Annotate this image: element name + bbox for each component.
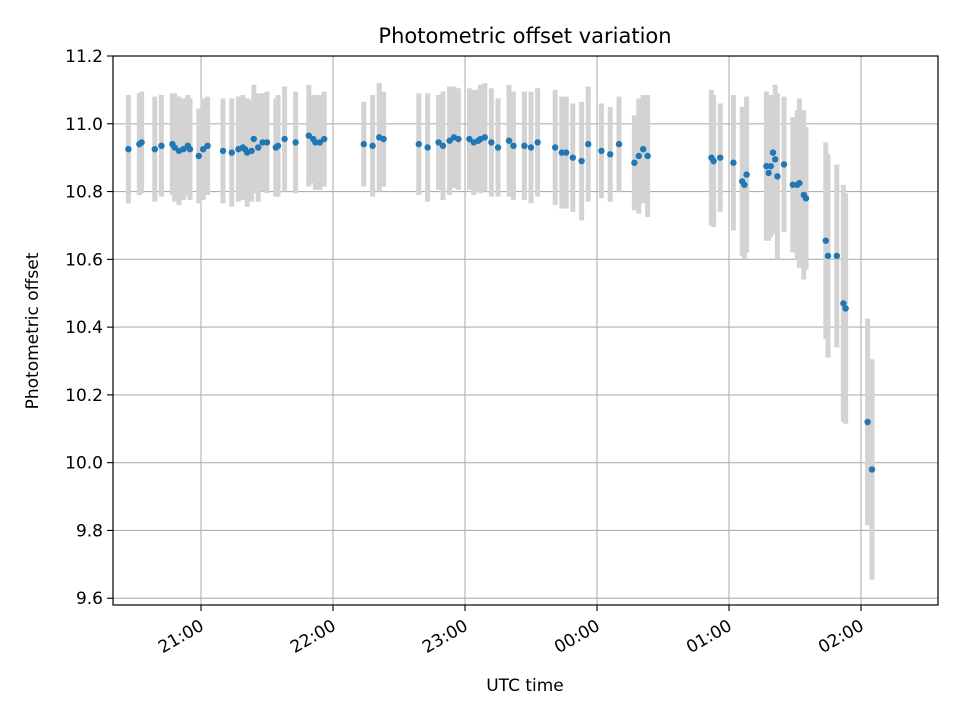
data-point bbox=[204, 142, 211, 150]
data-point bbox=[864, 418, 871, 426]
data-point bbox=[259, 139, 266, 146]
data-point bbox=[466, 135, 473, 143]
data-point bbox=[730, 159, 737, 166]
data-point bbox=[765, 169, 772, 177]
data-point bbox=[415, 140, 422, 148]
data-point bbox=[615, 140, 623, 148]
data-point bbox=[446, 137, 453, 144]
data-point bbox=[481, 134, 488, 141]
y-tick-label: 10.8 bbox=[65, 183, 103, 203]
data-points bbox=[125, 132, 876, 473]
data-point bbox=[598, 147, 605, 155]
data-point bbox=[789, 181, 796, 188]
data-point bbox=[380, 135, 387, 143]
y-tick-label: 11.0 bbox=[65, 115, 103, 135]
data-point bbox=[369, 142, 376, 150]
data-point bbox=[527, 144, 535, 151]
data-point bbox=[219, 147, 227, 155]
data-point bbox=[305, 132, 312, 139]
data-point bbox=[710, 157, 717, 165]
data-point bbox=[439, 142, 447, 150]
data-point bbox=[488, 139, 495, 146]
data-point bbox=[510, 142, 517, 150]
data-point bbox=[644, 152, 651, 160]
data-point bbox=[717, 154, 724, 161]
data-point bbox=[552, 144, 559, 151]
data-point bbox=[631, 159, 638, 166]
plot-frame bbox=[112, 55, 939, 606]
data-point bbox=[228, 149, 235, 156]
data-point bbox=[842, 305, 849, 312]
data-point bbox=[158, 142, 165, 150]
y-tick-label: 9.8 bbox=[76, 521, 103, 541]
data-point bbox=[824, 252, 832, 260]
data-point bbox=[151, 145, 158, 153]
data-point bbox=[316, 139, 323, 146]
data-point bbox=[521, 142, 528, 150]
data-point bbox=[640, 145, 647, 153]
y-tick-label: 11.2 bbox=[65, 47, 103, 67]
data-point bbox=[180, 145, 187, 153]
data-point bbox=[125, 145, 132, 153]
y-tick-label: 10.6 bbox=[65, 250, 103, 270]
data-point bbox=[248, 147, 255, 155]
data-point bbox=[195, 152, 202, 160]
data-point bbox=[455, 135, 462, 143]
data-point bbox=[822, 237, 829, 244]
data-point bbox=[585, 140, 592, 148]
data-point bbox=[186, 145, 194, 153]
data-point bbox=[292, 139, 299, 146]
y-axis-label: Photometric offset bbox=[23, 252, 43, 409]
data-point bbox=[578, 157, 585, 165]
data-point bbox=[763, 162, 770, 170]
data-point bbox=[743, 171, 750, 178]
data-point bbox=[321, 135, 328, 143]
data-point bbox=[171, 144, 178, 151]
data-point bbox=[138, 139, 145, 146]
data-point bbox=[741, 181, 748, 188]
data-point bbox=[255, 144, 262, 151]
data-point bbox=[635, 152, 642, 160]
data-point bbox=[607, 151, 614, 158]
data-point bbox=[435, 139, 442, 146]
data-point bbox=[767, 162, 774, 170]
data-point bbox=[312, 139, 319, 146]
data-point bbox=[494, 144, 502, 151]
data-point bbox=[424, 144, 431, 151]
data-point bbox=[250, 135, 257, 143]
data-point bbox=[569, 154, 576, 161]
data-point bbox=[360, 140, 367, 148]
data-point bbox=[281, 135, 288, 143]
data-point bbox=[769, 149, 777, 156]
data-point bbox=[802, 195, 810, 202]
y-axis: 9.6 9.8 10.0 10.2 10.4 10.6 10.8 11.0 11.2 bbox=[65, 47, 113, 609]
x-axis-label: UTC time bbox=[486, 676, 564, 696]
y-tick-label: 9.6 bbox=[76, 589, 103, 609]
chart-title: Photometric offset variation bbox=[378, 24, 671, 48]
data-point bbox=[868, 466, 876, 473]
y-tick-label: 10.0 bbox=[65, 454, 103, 474]
data-point bbox=[263, 139, 271, 146]
data-point bbox=[274, 142, 282, 150]
y-tick-label: 10.2 bbox=[65, 386, 103, 406]
data-point bbox=[558, 149, 565, 156]
data-point bbox=[772, 156, 779, 163]
data-point bbox=[833, 252, 840, 260]
data-point bbox=[840, 300, 847, 307]
data-point bbox=[534, 139, 541, 146]
data-point bbox=[563, 149, 570, 156]
data-point bbox=[200, 145, 207, 153]
data-point bbox=[774, 173, 781, 180]
data-point bbox=[780, 161, 788, 168]
y-tick-label: 10.4 bbox=[65, 318, 103, 338]
data-point bbox=[505, 137, 513, 144]
data-point bbox=[796, 179, 803, 187]
